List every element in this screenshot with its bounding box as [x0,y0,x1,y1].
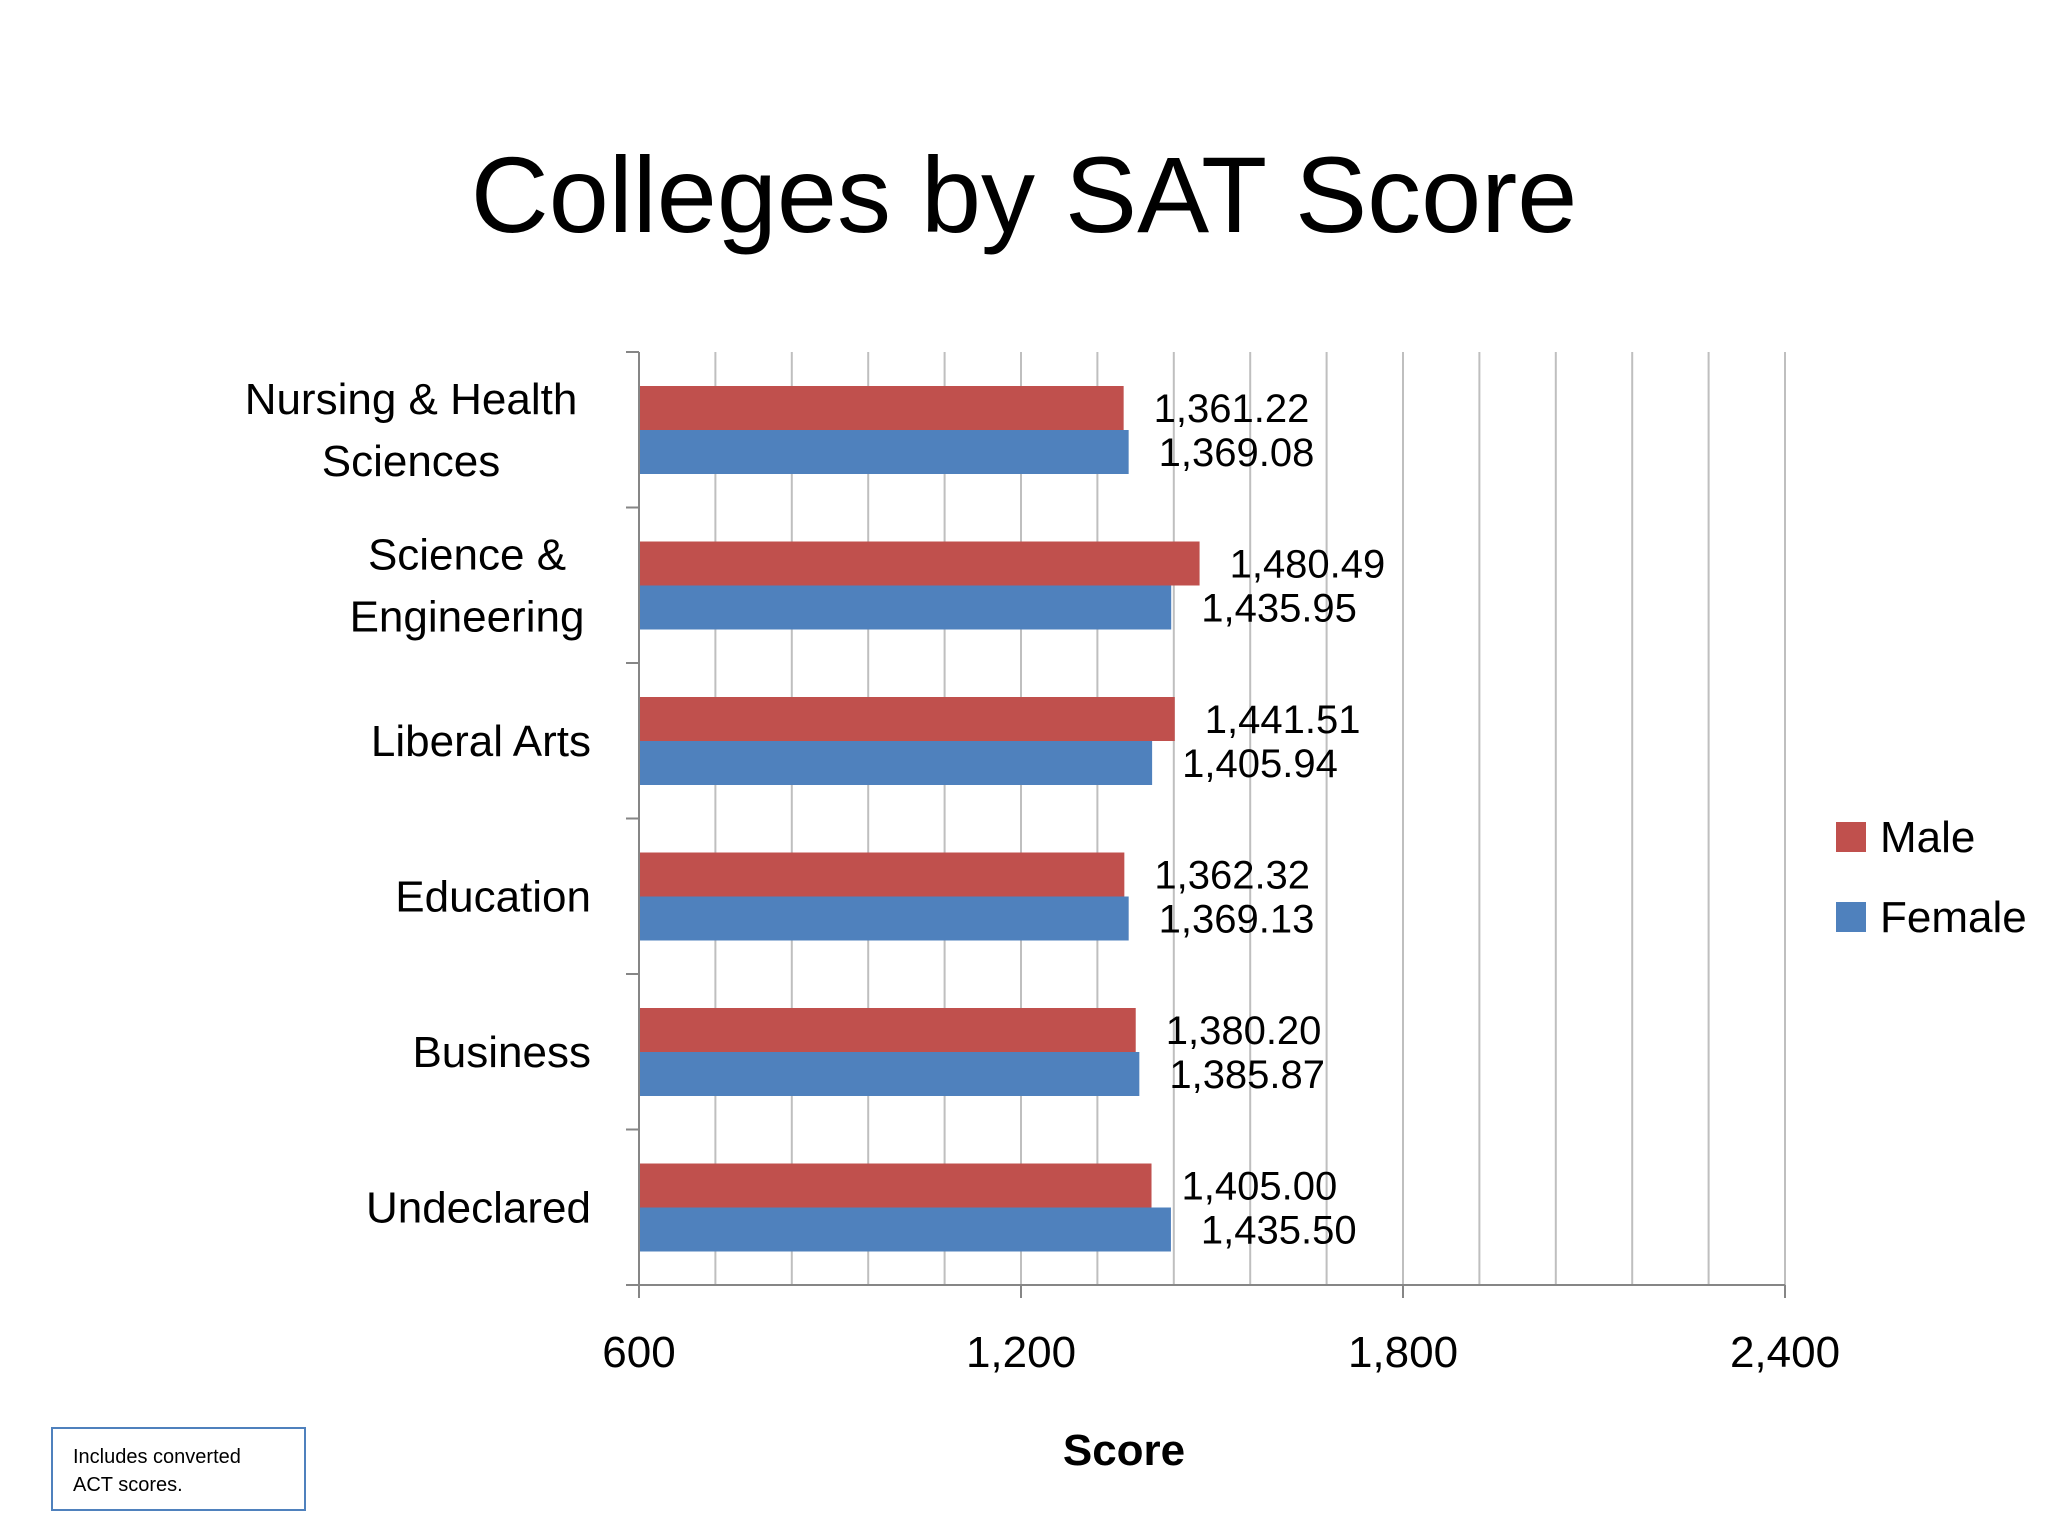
legend-swatch-female [1836,902,1866,932]
bar-male [639,1163,1152,1208]
x-axis-title: Score [1063,1426,1185,1475]
bar-female [639,585,1172,630]
bar-male [639,386,1124,430]
bar-female [639,1052,1140,1096]
category-label: Education [395,872,591,921]
category-label: Nursing & Health Sciences [245,375,578,486]
data-label: 1,435.95 [1201,587,1357,631]
x-tick-label: 600 [602,1328,675,1377]
data-label: 1,369.13 [1159,898,1315,942]
x-tick-label: 2,400 [1730,1328,1840,1377]
legend-label-male: Male [1880,813,1975,862]
data-label: 1,369.08 [1159,431,1315,475]
x-tick-label: 1,200 [966,1328,1076,1377]
category-label: Business [412,1028,591,1077]
labels: 1,361.221,369.08 Nursing & Health Sciences… [245,375,1840,1475]
data-label: 1,362.32 [1154,854,1310,898]
category-label: Science & Engineering [350,530,585,641]
chart-title: Colleges by SAT Score [470,134,1578,255]
data-label: 1,361.22 [1154,387,1310,431]
data-label: 1,405.94 [1182,742,1338,786]
bar-male [639,541,1200,586]
x-tick-label: 1,800 [1348,1328,1458,1377]
category-label: Undeclared [366,1183,591,1232]
footnote-box: Includes converted ACT scores. [51,1427,306,1511]
bar-female [639,896,1129,941]
bar-male [639,852,1125,897]
data-label: 1,380.20 [1166,1009,1322,1053]
gridlines [714,352,1786,1285]
data-label: 1,480.49 [1230,543,1386,587]
legend-label-female: Female [1880,893,2027,942]
bar-female [639,430,1129,474]
legend: Male Female [1836,813,2027,942]
category-label: Liberal Arts [371,717,591,766]
bar-male [639,1008,1136,1052]
data-label: 1,435.50 [1201,1209,1357,1253]
bar-female [639,741,1153,785]
legend-swatch-male [1836,822,1866,852]
axes [626,351,1786,1298]
bar-female [639,1207,1171,1252]
data-label: 1,405.00 [1182,1165,1338,1209]
data-label: 1,441.51 [1205,698,1361,742]
bars [639,386,1200,1252]
data-label: 1,385.87 [1169,1053,1325,1097]
bar-male [639,697,1175,741]
